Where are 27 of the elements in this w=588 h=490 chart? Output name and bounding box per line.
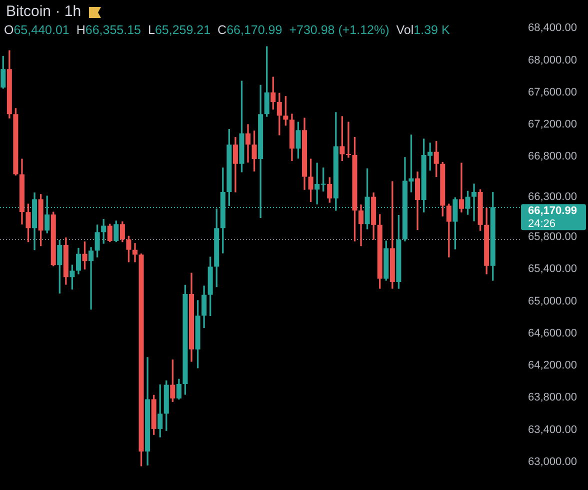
- chart-title: Bitcoin · 1h: [6, 3, 82, 21]
- annotation: H66,355.15: [76, 23, 141, 37]
- y-tick-label: 67,200.00: [528, 118, 577, 131]
- candlestick: [458, 162, 464, 212]
- annotation: O65,440.01: [4, 23, 70, 37]
- y-tick-label: 66,800.00: [528, 150, 577, 163]
- y-tick-label: 64,200.00: [528, 360, 577, 372]
- text: 24:26: [528, 218, 556, 230]
- y-tick-label: 63,000.00: [528, 456, 577, 468]
- y-tick-label: 65,000.00: [528, 295, 577, 308]
- candlestick: [132, 243, 138, 262]
- y-tick-label: 64,600.00: [528, 327, 577, 340]
- candlestick: [88, 247, 94, 310]
- annotation: +730.98 (+1.12%): [289, 23, 390, 37]
- ref-line-label: 66,170.99: [528, 205, 577, 218]
- y-tick-label: 66,300.00: [528, 190, 577, 203]
- y-tick-label: 63,400.00: [528, 424, 577, 436]
- annotation: Vol1.39 K: [396, 23, 450, 37]
- y-tick-label: 68,400.00: [528, 22, 577, 34]
- y-tick-label: 67,600.00: [528, 86, 577, 98]
- annotation: L65,259.21: [148, 23, 211, 37]
- y-tick-label: 63,800.00: [528, 392, 577, 404]
- y-tick-label: 65,400.00: [528, 263, 577, 276]
- y-tick-label: 68,000.00: [528, 54, 577, 66]
- annotation: C66,170.99: [218, 23, 282, 37]
- candlestick: [346, 122, 351, 158]
- y-tick-label: 65,800.00: [528, 231, 577, 243]
